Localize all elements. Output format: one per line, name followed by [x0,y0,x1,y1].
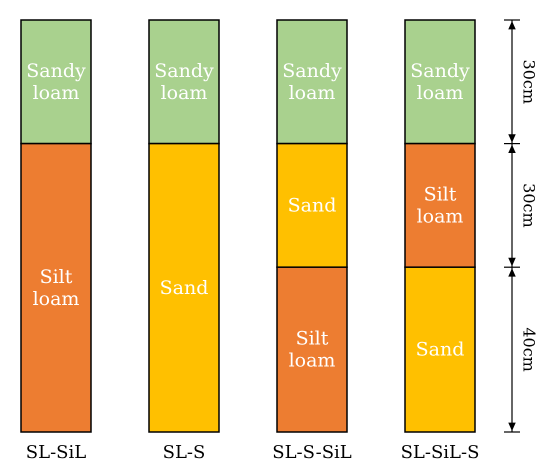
soil-layer-label: loam [33,288,80,310]
soil-layer-sand [404,266,476,433]
soil-layer-silt-loam [20,142,92,433]
dimension-label: 30cm [520,60,539,105]
dimension-label: 40cm [520,327,539,372]
arrow-down-icon [508,422,516,431]
arrow-up-icon [508,144,516,153]
soil-layer-sand [276,142,348,268]
soil-layer-label: Sandy [154,60,214,82]
depth-dimension: 30cm 30cm 40cm [504,19,539,433]
soil-layer-label: loam [289,350,336,372]
arrow-up-icon [508,21,516,30]
column-label: SL-SiL [26,442,86,463]
soil-layer-label: loam [33,82,80,104]
column-label: SL-SiL-S [401,442,480,463]
column-label: SL-S-SiL [272,442,352,463]
arrow-up-icon [508,268,516,277]
soil-layer-label: Sandy [282,60,342,82]
soil-layer-label: Silt [296,328,329,350]
soil-layer-label: Silt [40,266,73,288]
soil-layer-label: Sand [160,277,209,299]
soil-layer-sandy-loam [404,19,476,145]
dimension-label: 30cm [520,183,539,228]
soil-layer-label: loam [289,82,336,104]
soil-layer-label: loam [417,82,464,104]
soil-layer-silt-loam [276,266,348,433]
soil-layer-label: Sandy [410,60,470,82]
soil-layer-label: Sandy [26,60,86,82]
soil-layer-label: Sand [416,339,465,361]
arrow-down-icon [508,134,516,143]
column-label: SL-S [163,442,206,463]
soil-layer-sandy-loam [148,19,220,145]
soil-layer-label: loam [417,205,464,227]
soil-layer-label: Sand [288,194,337,216]
soil-layer-sand [148,142,220,433]
soil-layer-label: loam [161,82,208,104]
soil-layer-label: Silt [424,183,457,205]
arrow-down-icon [508,257,516,267]
soil-layer-sandy-loam [20,19,92,145]
